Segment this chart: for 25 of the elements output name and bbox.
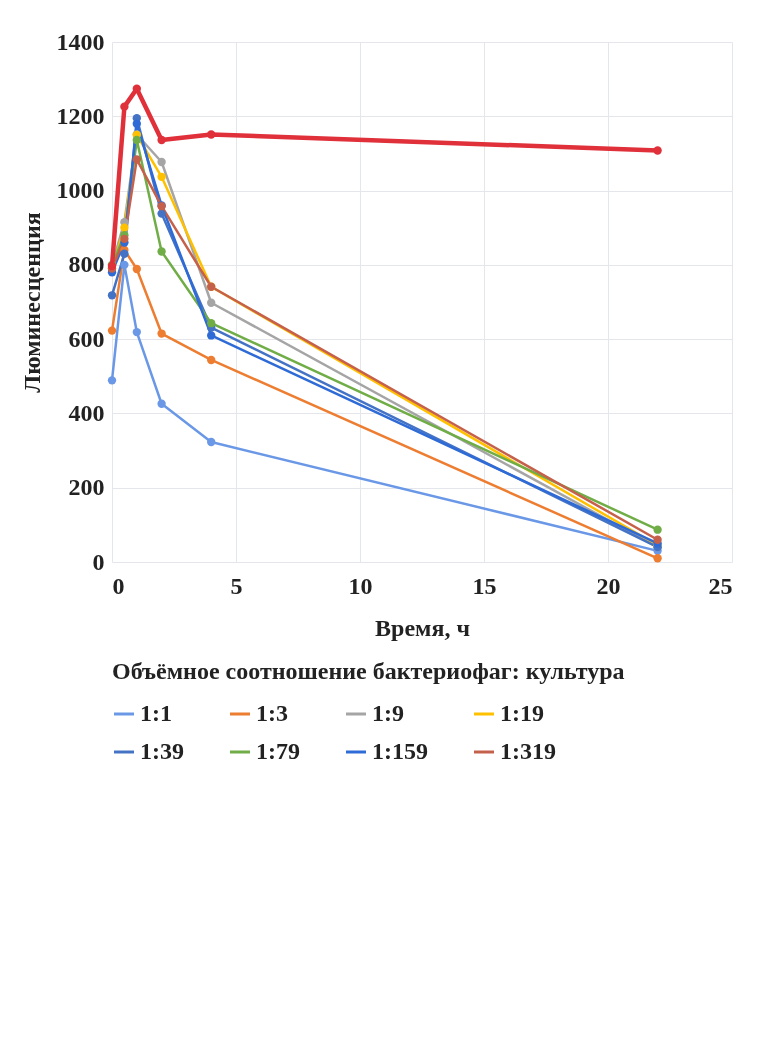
y-tick-label: 1200: [56, 102, 105, 129]
y-tick-label: 0: [92, 548, 105, 575]
x-tick-label: 10: [348, 572, 373, 599]
x-tick-label: 5: [230, 572, 243, 599]
y-tick-label: 200: [68, 474, 105, 501]
legend-label: 1:159: [372, 738, 428, 764]
y-tick-label: 600: [68, 325, 105, 352]
y-tick-label: 800: [68, 251, 105, 278]
legend-label: 1:9: [372, 700, 404, 726]
y-tick-label: 1000: [56, 177, 105, 204]
legend-label: 1:1: [140, 700, 172, 726]
legend-label: 1:79: [256, 738, 300, 764]
legend-label: 1:19: [500, 700, 544, 726]
y-tick-label: 400: [68, 399, 105, 426]
x-tick-label: 0: [112, 572, 125, 599]
legend-label: 1:3: [256, 700, 288, 726]
y-axis-title: Люминесценция: [18, 212, 45, 393]
x-tick-label: 15: [472, 572, 497, 599]
legend-title: Объёмное соотношение бактериофаг: культура: [112, 658, 625, 684]
x-axis-title: Время, ч: [375, 614, 470, 641]
legend-label: 1:39: [140, 738, 184, 764]
y-tick-label: 1400: [56, 28, 105, 55]
x-tick-label: 25: [708, 572, 733, 599]
x-tick-label: 20: [596, 572, 621, 599]
legend-label: 1:319: [500, 738, 556, 764]
